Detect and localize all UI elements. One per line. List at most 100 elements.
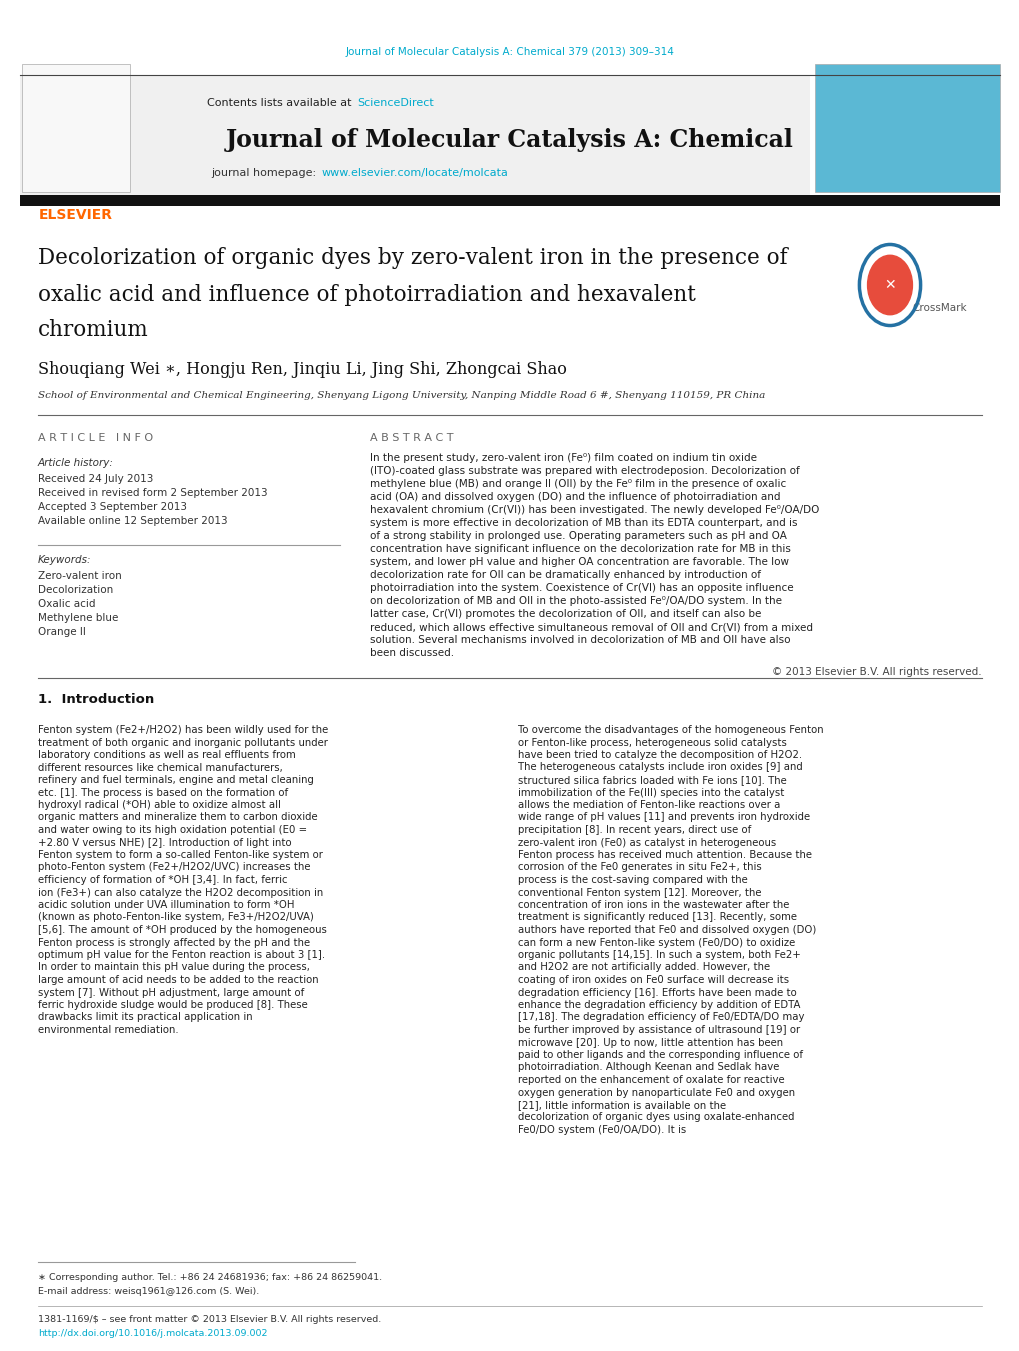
Text: different resources like chemical manufacturers,: different resources like chemical manufa… (38, 762, 282, 773)
Text: [5,6]. The amount of *OH produced by the homogeneous: [5,6]. The amount of *OH produced by the… (38, 925, 326, 935)
Text: coating of iron oxides on Fe0 surface will decrease its: coating of iron oxides on Fe0 surface wi… (518, 975, 789, 985)
Text: concentration have significant influence on the decolorization rate for MB in th: concentration have significant influence… (370, 544, 790, 554)
Text: photoirradiation. Although Keenan and Sedlak have: photoirradiation. Although Keenan and Se… (518, 1062, 779, 1073)
Text: oxalic acid and influence of photoirradiation and hexavalent: oxalic acid and influence of photoirradi… (38, 284, 695, 305)
Text: 1.  Introduction: 1. Introduction (38, 693, 154, 707)
Bar (22, 63, 129, 192)
Text: Fenton system to form a so-called Fenton-like system or: Fenton system to form a so-called Fenton… (38, 850, 323, 861)
Text: reported on the enhancement of oxalate for reactive: reported on the enhancement of oxalate f… (518, 1075, 784, 1085)
Bar (814, 63, 999, 192)
Text: of a strong stability in prolonged use. Operating parameters such as pH and OA: of a strong stability in prolonged use. … (370, 531, 786, 540)
Text: or Fenton-like process, heterogeneous solid catalysts: or Fenton-like process, heterogeneous so… (518, 738, 786, 747)
Text: efficiency of formation of *OH [3,4]. In fact, ferric: efficiency of formation of *OH [3,4]. In… (38, 875, 287, 885)
Text: organic pollutants [14,15]. In such a system, both Fe2+: organic pollutants [14,15]. In such a sy… (518, 950, 800, 961)
Text: School of Environmental and Chemical Engineering, Shenyang Ligong University, Na: School of Environmental and Chemical Eng… (38, 390, 764, 400)
Text: Decolorization: Decolorization (38, 585, 113, 594)
Text: reduced, which allows effective simultaneous removal of OII and Cr(VI) from a mi: reduced, which allows effective simultan… (370, 621, 812, 632)
Text: conventional Fenton system [12]. Moreover, the: conventional Fenton system [12]. Moreove… (518, 888, 761, 897)
Text: In order to maintain this pH value during the process,: In order to maintain this pH value durin… (38, 962, 310, 973)
Text: Oxalic acid: Oxalic acid (38, 598, 96, 609)
Text: organic matters and mineralize them to carbon dioxide: organic matters and mineralize them to c… (38, 812, 317, 823)
Text: A B S T R A C T: A B S T R A C T (370, 434, 453, 443)
Text: Fenton process is strongly affected by the pH and the: Fenton process is strongly affected by t… (38, 938, 310, 947)
Text: decolorization of organic dyes using oxalate-enhanced: decolorization of organic dyes using oxa… (518, 1112, 794, 1123)
Text: can form a new Fenton-like system (Fe0/DO) to oxidize: can form a new Fenton-like system (Fe0/D… (518, 938, 795, 947)
Text: 1381-1169/$ – see front matter © 2013 Elsevier B.V. All rights reserved.: 1381-1169/$ – see front matter © 2013 El… (38, 1315, 381, 1324)
Text: optimum pH value for the Fenton reaction is about 3 [1].: optimum pH value for the Fenton reaction… (38, 950, 325, 961)
Text: precipitation [8]. In recent years, direct use of: precipitation [8]. In recent years, dire… (518, 825, 751, 835)
Text: ScienceDirect: ScienceDirect (357, 99, 433, 108)
Text: acid (OA) and dissolved oxygen (DO) and the influence of photoirradiation and: acid (OA) and dissolved oxygen (DO) and … (370, 492, 780, 503)
Text: journal homepage:: journal homepage: (211, 168, 320, 178)
Text: A R T I C L E   I N F O: A R T I C L E I N F O (38, 434, 153, 443)
Text: Article history:: Article history: (38, 458, 114, 467)
Text: To overcome the disadvantages of the homogeneous Fenton: To overcome the disadvantages of the hom… (518, 725, 822, 735)
Text: authors have reported that Fe0 and dissolved oxygen (DO): authors have reported that Fe0 and disso… (518, 925, 815, 935)
Text: Journal of Molecular Catalysis A: Chemical 379 (2013) 309–314: Journal of Molecular Catalysis A: Chemic… (345, 47, 674, 57)
Text: system, and lower pH value and higher OA concentration are favorable. The low: system, and lower pH value and higher OA… (370, 557, 789, 567)
Text: ∗ Corresponding author. Tel.: +86 24 24681936; fax: +86 24 86259041.: ∗ Corresponding author. Tel.: +86 24 246… (38, 1273, 382, 1282)
Text: Journal of Molecular Catalysis A: Chemical: Journal of Molecular Catalysis A: Chemic… (226, 128, 793, 153)
Text: ✕: ✕ (883, 278, 895, 292)
Text: refinery and fuel terminals, engine and metal cleaning: refinery and fuel terminals, engine and … (38, 775, 314, 785)
Text: system [7]. Without pH adjustment, large amount of: system [7]. Without pH adjustment, large… (38, 988, 304, 997)
Text: corrosion of the Fe0 generates in situ Fe2+, this: corrosion of the Fe0 generates in situ F… (518, 862, 761, 873)
Text: enhance the degradation efficiency by addition of EDTA: enhance the degradation efficiency by ad… (518, 1000, 800, 1011)
Text: Zero-valent iron: Zero-valent iron (38, 571, 121, 581)
Text: CATALYSIS: CATALYSIS (881, 213, 930, 223)
Text: Methylene blue: Methylene blue (38, 613, 118, 623)
Text: and water owing to its high oxidation potential (E0 =: and water owing to its high oxidation po… (38, 825, 307, 835)
Circle shape (867, 255, 912, 315)
Text: have been tried to catalyze the decomposition of H2O2.: have been tried to catalyze the decompos… (518, 750, 801, 761)
Text: ferric hydroxide sludge would be produced [8]. These: ferric hydroxide sludge would be produce… (38, 1000, 308, 1011)
Text: Received 24 July 2013: Received 24 July 2013 (38, 474, 153, 484)
Text: treatment of both organic and inorganic pollutants under: treatment of both organic and inorganic … (38, 738, 327, 747)
Text: latter case, Cr(VI) promotes the decolorization of OII, and itself can also be: latter case, Cr(VI) promotes the decolor… (370, 609, 760, 619)
Text: hexavalent chromium (Cr(VI)) has been investigated. The newly developed Fe⁰/OA/D: hexavalent chromium (Cr(VI)) has been in… (370, 505, 818, 515)
Text: [17,18]. The degradation efficiency of Fe0/EDTA/DO may: [17,18]. The degradation efficiency of F… (518, 1012, 804, 1023)
Text: ion (Fe3+) can also catalyze the H2O2 decomposition in: ion (Fe3+) can also catalyze the H2O2 de… (38, 888, 323, 897)
Text: treatment is significantly reduced [13]. Recently, some: treatment is significantly reduced [13].… (518, 912, 796, 923)
Text: laboratory conditions as well as real effluents from: laboratory conditions as well as real ef… (38, 750, 296, 761)
Text: [21], little information is available on the: [21], little information is available on… (518, 1100, 726, 1111)
Text: E-mail address: weisq1961@126.com (S. Wei).: E-mail address: weisq1961@126.com (S. We… (38, 1286, 259, 1296)
Text: Available online 12 September 2013: Available online 12 September 2013 (38, 516, 227, 526)
Text: Keywords:: Keywords: (38, 555, 92, 565)
Text: © 2013 Elsevier B.V. All rights reserved.: © 2013 Elsevier B.V. All rights reserved… (771, 667, 981, 677)
Text: The heterogeneous catalysts include iron oxides [9] and: The heterogeneous catalysts include iron… (518, 762, 802, 773)
Text: Shouqiang Wei ∗, Hongju Ren, Jinqiu Li, Jing Shi, Zhongcai Shao: Shouqiang Wei ∗, Hongju Ren, Jinqiu Li, … (38, 362, 567, 378)
Text: microwave [20]. Up to now, little attention has been: microwave [20]. Up to now, little attent… (518, 1038, 783, 1047)
Text: etc. [1]. The process is based on the formation of: etc. [1]. The process is based on the fo… (38, 788, 287, 797)
Text: be further improved by assistance of ultrasound [19] or: be further improved by assistance of ult… (518, 1025, 799, 1035)
Text: (ITO)-coated glass substrate was prepared with electrodeposion. Decolorization o: (ITO)-coated glass substrate was prepare… (370, 466, 799, 476)
Text: Received in revised form 2 September 2013: Received in revised form 2 September 201… (38, 488, 267, 499)
Text: Accepted 3 September 2013: Accepted 3 September 2013 (38, 503, 186, 512)
Text: Decolorization of organic dyes by zero-valent iron in the presence of: Decolorization of organic dyes by zero-v… (38, 247, 787, 269)
Text: degradation efficiency [16]. Efforts have been made to: degradation efficiency [16]. Efforts hav… (518, 988, 796, 997)
Text: +2.80 V versus NHE) [2]. Introduction of light into: +2.80 V versus NHE) [2]. Introduction of… (38, 838, 291, 847)
Text: system is more effective in decolorization of MB than its EDTA counterpart, and : system is more effective in decolorizati… (370, 517, 797, 528)
Text: paid to other ligands and the corresponding influence of: paid to other ligands and the correspond… (518, 1050, 802, 1061)
Text: photo-Fenton system (Fe2+/H2O2/UVC) increases the: photo-Fenton system (Fe2+/H2O2/UVC) incr… (38, 862, 310, 873)
Text: acidic solution under UVA illumination to form *OH: acidic solution under UVA illumination t… (38, 900, 294, 911)
Text: In the present study, zero-valent iron (Fe⁰) film coated on indium tin oxide: In the present study, zero-valent iron (… (370, 453, 756, 463)
Text: methylene blue (MB) and orange II (OII) by the Fe⁰ film in the presence of oxali: methylene blue (MB) and orange II (OII) … (370, 480, 786, 489)
Text: solution. Several mechanisms involved in decolorization of MB and OII have also: solution. Several mechanisms involved in… (370, 635, 790, 644)
Text: drawbacks limit its practical application in: drawbacks limit its practical applicatio… (38, 1012, 253, 1023)
Text: environmental remediation.: environmental remediation. (38, 1025, 178, 1035)
Text: on decolorization of MB and OII in the photo-assisted Fe⁰/OA/DO system. In the: on decolorization of MB and OII in the p… (370, 596, 782, 607)
Bar (20, 76, 809, 195)
Text: Fenton system (Fe2+/H2O2) has been wildly used for the: Fenton system (Fe2+/H2O2) has been wildl… (38, 725, 328, 735)
Text: and H2O2 are not artificially added. However, the: and H2O2 are not artificially added. How… (518, 962, 769, 973)
Text: oxygen generation by nanoparticulate Fe0 and oxygen: oxygen generation by nanoparticulate Fe0… (518, 1088, 795, 1097)
Text: allows the mediation of Fenton-like reactions over a: allows the mediation of Fenton-like reac… (518, 800, 780, 811)
Text: process is the cost-saving compared with the: process is the cost-saving compared with… (518, 875, 747, 885)
Text: zero-valent iron (Fe0) as catalyst in heterogeneous: zero-valent iron (Fe0) as catalyst in he… (518, 838, 775, 847)
Text: immobilization of the Fe(III) species into the catalyst: immobilization of the Fe(III) species in… (518, 788, 784, 797)
Text: http://dx.doi.org/10.1016/j.molcata.2013.09.002: http://dx.doi.org/10.1016/j.molcata.2013… (38, 1329, 267, 1339)
Text: large amount of acid needs to be added to the reaction: large amount of acid needs to be added t… (38, 975, 318, 985)
Text: Fenton process has received much attention. Because the: Fenton process has received much attenti… (518, 850, 811, 861)
Text: hydroxyl radical (*OH) able to oxidize almost all: hydroxyl radical (*OH) able to oxidize a… (38, 800, 280, 811)
Text: ELSEVIER: ELSEVIER (39, 208, 113, 222)
Text: decolorization rate for OII can be dramatically enhanced by introduction of: decolorization rate for OII can be drama… (370, 570, 760, 580)
